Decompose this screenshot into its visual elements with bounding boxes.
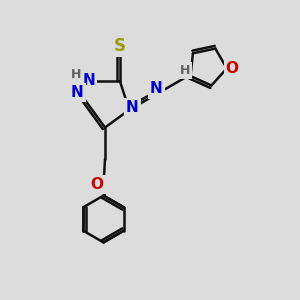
Text: O: O xyxy=(90,177,104,192)
Text: H: H xyxy=(180,64,190,77)
Text: N: N xyxy=(71,85,83,100)
Text: N: N xyxy=(82,73,95,88)
Text: N: N xyxy=(150,81,163,96)
Text: O: O xyxy=(226,61,239,76)
Text: H: H xyxy=(71,68,82,81)
Text: N: N xyxy=(126,100,139,115)
Text: S: S xyxy=(114,37,126,55)
